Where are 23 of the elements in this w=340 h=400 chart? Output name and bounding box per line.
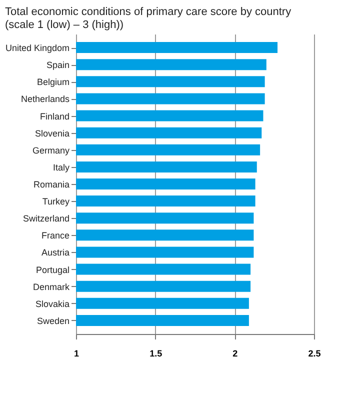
x-tick-label: 1	[74, 348, 80, 358]
y-tick-label: Austria	[41, 248, 70, 258]
y-tick-label: Italy	[52, 162, 70, 172]
y-tick-label: Germany	[32, 145, 70, 156]
y-tick-label: Belgium	[36, 77, 70, 88]
y-tick-label: France	[41, 230, 70, 241]
y-tick-label: Sweden	[36, 316, 70, 326]
text: (scale 1 (low) – 3 (high))	[4, 19, 124, 31]
y-tick-label: Slovenia	[34, 128, 70, 138]
y-tick-label: Portugal	[36, 264, 70, 275]
y-tick-label: United Kingdom	[5, 43, 70, 54]
y-tick-label: Spain	[46, 60, 70, 70]
x-tick-label: 2	[232, 348, 238, 358]
y-tick-label: Turkey	[42, 196, 70, 207]
x-tick-label: 1.5	[150, 348, 162, 358]
y-tick-label: Netherlands	[20, 94, 70, 104]
y-tick-label: Slovakia	[35, 298, 70, 309]
text: Total economic conditions of primary care score by country	[4, 6, 292, 18]
y-tick-label: Romania	[33, 180, 70, 190]
y-tick-label: Switzerland	[22, 214, 70, 224]
x-tick-label: 2.5	[308, 348, 321, 358]
y-tick-label: Denmark	[32, 282, 70, 292]
y-tick-label: Finland	[40, 111, 70, 122]
